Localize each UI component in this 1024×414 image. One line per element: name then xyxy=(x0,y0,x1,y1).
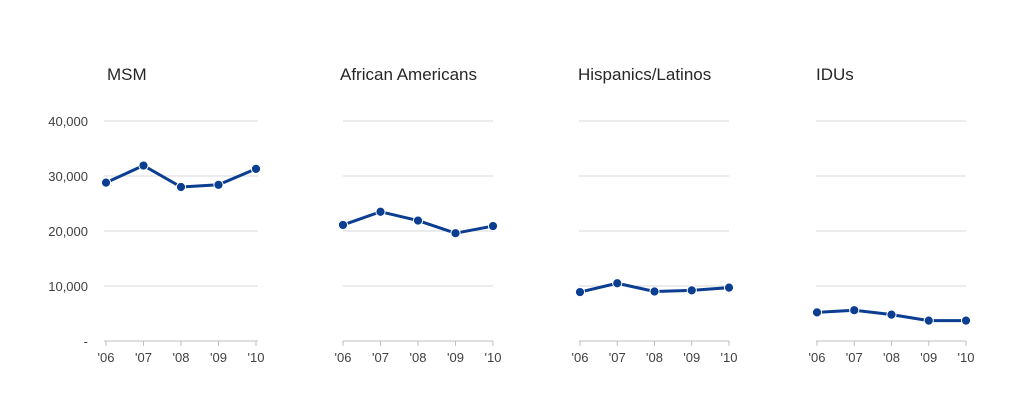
data-point xyxy=(612,278,623,289)
data-point xyxy=(923,315,934,326)
panel: MSM '06 '07 '08 '09 '10 xyxy=(98,65,265,365)
x-tick-label: '07 xyxy=(372,350,389,365)
x-tick-label: '10 xyxy=(958,350,975,365)
data-point xyxy=(487,220,499,232)
x-tick-label: '06 xyxy=(809,350,826,365)
y-tick-label: 40,000 xyxy=(48,114,88,129)
x-tick-label: '10 xyxy=(485,350,502,365)
x-tick-label: '07 xyxy=(846,350,863,365)
data-point xyxy=(138,160,149,171)
data-point xyxy=(886,309,897,320)
data-point xyxy=(337,219,349,231)
x-tick-label: '08 xyxy=(883,350,900,365)
chart-panels: MSM '06 '07 '08 '09 '10 African Americans '06 '0… xyxy=(98,65,975,365)
x-tick-label: '08 xyxy=(173,350,190,365)
x-tick-label: '09 xyxy=(210,350,227,365)
x-tick-label: '06 xyxy=(335,350,352,365)
panel-title: Hispanics/Latinos xyxy=(578,65,711,84)
y-axis: - 10,000 20,000 30,000 40,000 xyxy=(48,114,88,349)
panel-title: IDUs xyxy=(816,65,854,84)
x-tick-label: '09 xyxy=(447,350,464,365)
x-tick-label: '09 xyxy=(920,350,937,365)
data-point xyxy=(849,305,860,316)
x-tick-label: '06 xyxy=(98,350,115,365)
panel: African Americans '06 '07 '08 '09 '10 xyxy=(335,65,502,365)
panel-title: MSM xyxy=(107,65,147,84)
y-tick-label: 30,000 xyxy=(48,169,88,184)
y-tick-label: 20,000 xyxy=(48,224,88,239)
y-tick-label: 10,000 xyxy=(48,279,88,294)
data-point xyxy=(649,286,660,297)
x-tick-label: '07 xyxy=(609,350,626,365)
data-point xyxy=(686,285,697,296)
x-tick-label: '09 xyxy=(683,350,700,365)
data-point xyxy=(175,181,187,193)
x-tick-label: '06 xyxy=(572,350,589,365)
x-tick-label: '10 xyxy=(721,350,738,365)
data-point xyxy=(723,282,735,293)
data-point xyxy=(811,307,823,318)
x-tick-label: '08 xyxy=(646,350,663,365)
data-point xyxy=(574,286,586,298)
data-point xyxy=(960,315,972,326)
data-point xyxy=(450,228,461,239)
x-tick-label: '08 xyxy=(410,350,427,365)
data-point xyxy=(100,177,112,188)
data-point xyxy=(375,206,386,217)
panel: Hispanics/Latinos '06 '07 '08 '09 '10 xyxy=(572,65,738,365)
data-point xyxy=(250,163,262,174)
panel-title: African Americans xyxy=(340,65,477,84)
y-tick-label: - xyxy=(84,334,88,349)
x-tick-label: '07 xyxy=(135,350,152,365)
data-point xyxy=(412,215,424,226)
x-tick-label: '10 xyxy=(248,350,265,365)
data-point xyxy=(213,179,224,190)
panel: IDUs '06 '07 '08 '09 '10 xyxy=(809,65,975,365)
